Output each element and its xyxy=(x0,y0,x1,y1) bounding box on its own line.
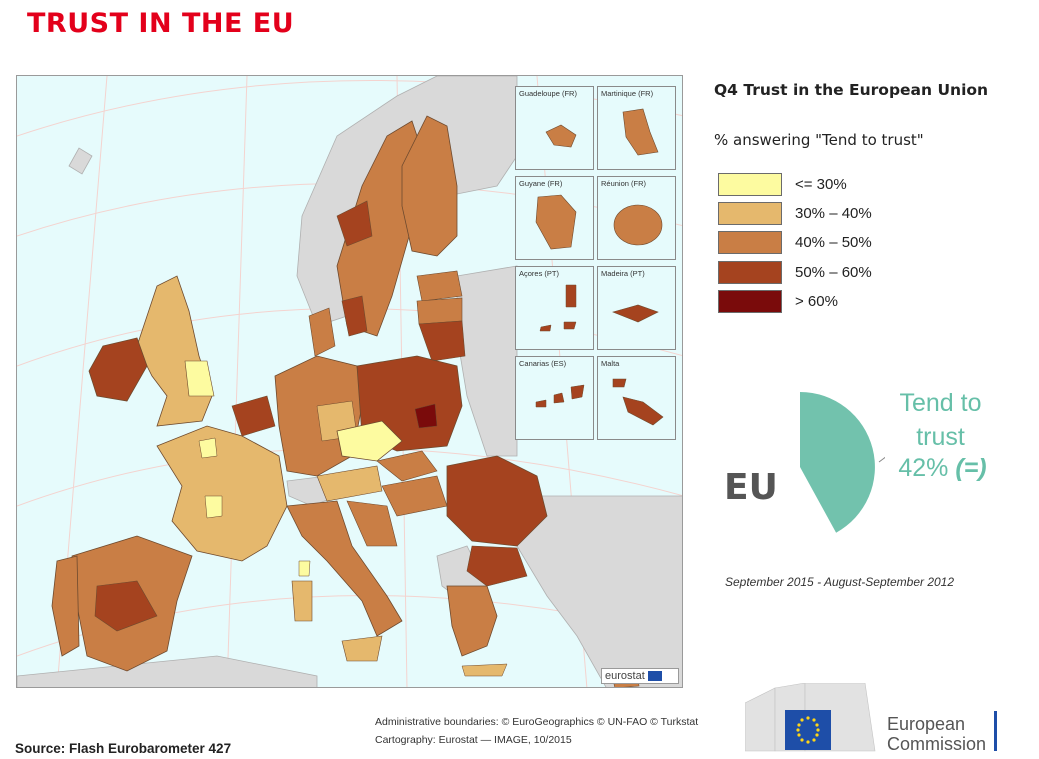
region-greece xyxy=(446,585,498,657)
region-crete xyxy=(461,663,508,677)
region-sweden-north xyxy=(336,200,373,247)
region-italy xyxy=(286,500,403,637)
survey-period: September 2015 - August-September 2012 xyxy=(725,575,955,589)
source-note: Source: Flash Eurobarometer 427 xyxy=(15,741,232,756)
region-austria xyxy=(316,465,383,502)
region-latvia xyxy=(416,297,463,325)
ec-logo-bar xyxy=(994,711,997,751)
region-sweden-south xyxy=(341,295,368,337)
region-czechia xyxy=(336,420,403,462)
question-title: Q4 Trust in the European Union xyxy=(714,81,989,99)
region-finland xyxy=(401,115,458,257)
legend-item: > 60% xyxy=(718,290,938,314)
inset-madeira: Madeira (PT) xyxy=(597,266,676,350)
inset-guyane: Guyane (FR) xyxy=(515,176,594,260)
inset-acores: Açores (PT) xyxy=(515,266,594,350)
european-commission-logo xyxy=(745,683,876,752)
page-title: TRUST IN THE EU xyxy=(27,8,295,39)
eu-trust-pie xyxy=(800,392,885,533)
map-credits: Administrative boundaries: © EuroGeograp… xyxy=(375,716,699,746)
region-croatia xyxy=(346,500,398,547)
pie-slice-tend-to-trust xyxy=(800,392,875,533)
region-sardinia xyxy=(291,580,313,622)
legend-label: 50% – 60% xyxy=(795,264,872,281)
region-spain-centre xyxy=(94,580,158,632)
region-hungary xyxy=(381,475,448,517)
legend-label: <= 30% xyxy=(795,176,847,193)
map-canvas xyxy=(17,76,682,687)
legend-swatch xyxy=(718,261,782,284)
pie-leader-line xyxy=(878,456,885,463)
region-corsica xyxy=(298,560,311,577)
region-benelux xyxy=(231,395,276,437)
legend-swatch xyxy=(718,173,782,196)
europe-trust-map: Guadeloupe (FR) Martinique (FR) Guyane (… xyxy=(16,75,683,688)
region-uk-south xyxy=(184,360,215,397)
legend-item: <= 30% xyxy=(718,173,938,197)
region-france xyxy=(156,425,288,562)
legend-swatch xyxy=(718,202,782,225)
eu-flag-icon xyxy=(647,671,662,681)
legend-item: 30% – 40% xyxy=(718,202,938,226)
legend-label: > 60% xyxy=(795,293,838,310)
legend-label: 40% – 50% xyxy=(795,234,872,251)
region-ireland xyxy=(88,337,148,402)
inset-guadeloupe: Guadeloupe (FR) xyxy=(515,86,594,170)
ec-logo-text: European Commission xyxy=(887,714,987,754)
region-romania xyxy=(446,455,548,547)
trust-percent: 42% xyxy=(898,454,949,482)
region-portugal xyxy=(51,555,80,657)
inset-canarias: Canarias (ES) xyxy=(515,356,594,440)
eurostat-logo: eurostat xyxy=(601,668,679,684)
legend-swatch xyxy=(718,290,782,313)
inset-malta: Malta xyxy=(597,356,676,440)
region-estonia xyxy=(416,270,463,302)
region-lithuania xyxy=(418,320,466,362)
eu-stars-icon xyxy=(796,716,820,744)
eu-label: EU xyxy=(724,467,778,508)
region-sicily xyxy=(341,635,383,662)
legend-label: 30% – 40% xyxy=(795,205,872,222)
tend-to-trust-value: 42% (=) xyxy=(880,454,1005,483)
region-denmark xyxy=(308,307,336,357)
region-uk xyxy=(136,275,213,427)
inset-martinique: Martinique (FR) xyxy=(597,86,676,170)
eu-flag-icon xyxy=(785,710,831,750)
region-paris xyxy=(198,437,218,459)
question-subtitle: % answering "Tend to trust" xyxy=(714,131,924,149)
legend-item: 40% – 50% xyxy=(718,231,938,255)
region-poland-east xyxy=(414,403,438,429)
legend-item: 50% – 60% xyxy=(718,261,938,285)
inset-reunion: Réunion (FR) xyxy=(597,176,676,260)
region-france-centre xyxy=(204,495,223,519)
region-bulgaria xyxy=(466,545,528,587)
region-slovakia xyxy=(376,450,438,482)
legend-swatch xyxy=(718,231,782,254)
tend-to-trust-label: Tend to trust xyxy=(899,389,982,451)
trust-change: (=) xyxy=(955,454,987,482)
